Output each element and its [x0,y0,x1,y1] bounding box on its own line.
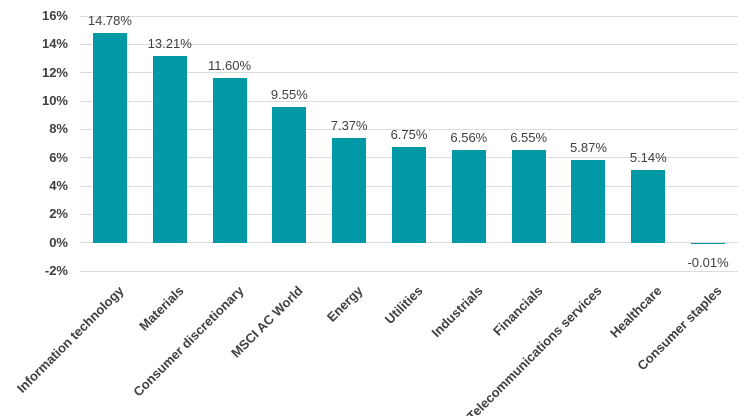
bar-utilities [392,147,426,243]
bar-value-label: 5.87% [570,139,607,155]
y-tick-label: 16% [41,8,68,23]
y-tick-label: 12% [41,64,68,80]
bar-msci-ac-world [272,107,307,243]
bar-information-technology [92,33,127,243]
y-tick-label: 10% [41,93,68,108]
bar-energy [332,138,367,243]
bar-value-label: 6.56% [450,129,488,145]
bar-value-label: 6.75% [390,127,428,143]
bar-value-label: 5.14% [629,149,667,165]
gridline [80,128,738,130]
gridline [80,72,738,74]
bar-healthcare [631,169,666,243]
bar-value-label: 7.37% [330,118,368,134]
bar-value-label: -0.01% [687,254,729,270]
gridline [80,43,738,45]
y-tick-label: 0% [49,234,68,250]
y-tick-label: 4% [49,178,68,193]
y-tick-label: 8% [49,121,68,137]
gridline [80,15,738,17]
bar-telecommunications-services [571,159,606,243]
bar-financials [511,149,546,243]
bar-value-label: 13.21% [147,35,192,51]
gridline [80,242,738,244]
bar-value-label: 9.55% [270,87,308,103]
gridline [80,100,738,102]
y-tick-label: -2% [44,263,68,278]
bar-value-label: 6.55% [510,129,548,145]
bar-consumer-discretionary [212,78,247,243]
y-tick-label: 6% [49,149,68,165]
y-tick-label: 14% [41,36,68,52]
gridline [80,270,738,272]
bar-industrials [451,149,486,243]
bar-value-label: 14.78% [87,13,132,29]
y-tick-label: 2% [49,206,68,222]
bar-value-label: 11.60% [207,58,252,74]
bar-materials [152,55,187,243]
